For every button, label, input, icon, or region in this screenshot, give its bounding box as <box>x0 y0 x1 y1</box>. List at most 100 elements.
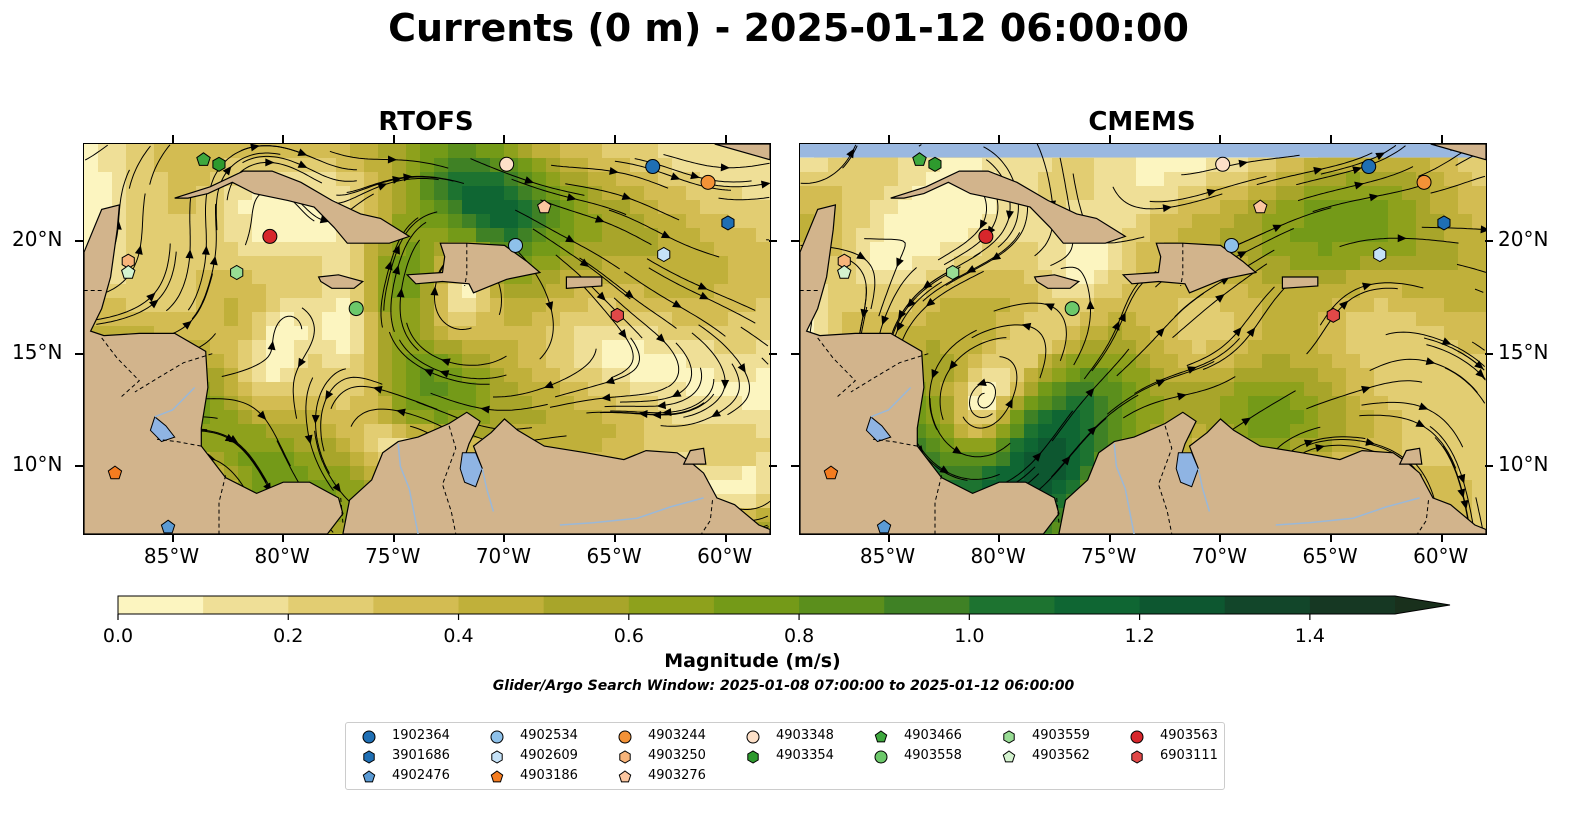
marker-4903562 <box>121 264 136 279</box>
colorbar-segment <box>543 596 630 614</box>
figure-title: Currents (0 m) - 2025-01-12 06:00:00 <box>388 6 1189 50</box>
land <box>800 144 1486 534</box>
legend-marker-hexagon <box>1131 750 1143 764</box>
marker-1902364 <box>1361 159 1377 175</box>
colorbar-tick-label: 1.2 <box>1124 625 1154 647</box>
lon-tick-label: 85°W <box>859 544 916 568</box>
lon-tick-label: 75°W <box>365 544 421 568</box>
lat-tick-mark <box>769 465 777 468</box>
legend-label: 4902609 <box>520 748 578 763</box>
lat-tick-label-right: 15°N <box>1498 339 1549 364</box>
legend-marker-circle <box>1130 730 1144 744</box>
marker-4902476 <box>160 519 176 534</box>
marker-4903186 <box>823 465 839 480</box>
colorbar-tick-label: 0.4 <box>443 625 473 647</box>
country-border <box>934 475 943 534</box>
legend-label: 4903276 <box>648 768 706 783</box>
no-data-band <box>800 144 1486 158</box>
colorbar-label: Magnitude (m/s) <box>664 650 841 672</box>
country-border <box>700 500 713 534</box>
country-border <box>156 438 202 447</box>
lon-tick-mark <box>887 534 890 542</box>
river <box>154 386 196 418</box>
legend-label: 4902534 <box>520 728 578 743</box>
map-panel-cmems <box>799 143 1487 535</box>
lon-tick-mark <box>998 534 1001 542</box>
colorbar-segment <box>1054 596 1141 614</box>
lake <box>865 415 892 443</box>
legend-marker-hexagon <box>747 750 759 764</box>
colorbar-segment <box>884 596 970 614</box>
legend-label: 4903466 <box>904 728 962 743</box>
legend-label: 4903244 <box>648 728 706 743</box>
lon-tick-mark <box>1219 135 1222 143</box>
colorbar-segment <box>373 596 460 614</box>
lon-tick-label: 60°W <box>1413 544 1469 568</box>
legend-marker-circle <box>362 730 376 744</box>
lon-tick-mark <box>1108 135 1111 143</box>
marker-4903466 <box>196 152 211 166</box>
lon-tick-mark <box>1440 135 1443 143</box>
lon-tick-mark <box>614 534 617 542</box>
lon-tick-label: 80°W <box>254 544 310 568</box>
lat-tick-mark <box>791 239 799 242</box>
colorbar-segment <box>1309 596 1396 614</box>
country-border <box>1157 425 1173 534</box>
legend-marker-circle <box>746 730 760 744</box>
marker-4903186 <box>107 465 123 480</box>
river <box>1275 497 1420 526</box>
lat-tick-mark <box>791 465 799 468</box>
marker-4902534 <box>508 237 524 253</box>
country-border <box>872 438 918 447</box>
legend-marker-pentagon <box>490 770 504 783</box>
colorbar-segment <box>1224 596 1311 614</box>
marker-4903244 <box>1416 174 1432 190</box>
lon-tick-mark <box>724 534 727 542</box>
colorbar-tick-label: 0.0 <box>103 625 133 647</box>
legend-marker-pentagon <box>362 770 376 783</box>
lon-tick-mark <box>614 135 617 143</box>
marker-6903111 <box>1326 307 1340 323</box>
panel-title-cmems: CMEMS <box>1088 107 1196 137</box>
float-markers <box>107 152 735 534</box>
river <box>397 443 419 534</box>
colorbar-segment <box>799 596 885 614</box>
country-border <box>464 243 468 287</box>
marker-4903250 <box>837 253 851 269</box>
lon-tick-label: 80°W <box>970 544 1026 568</box>
river <box>1197 468 1211 512</box>
legend-label: 4903559 <box>1032 728 1090 743</box>
lon-tick-label: 85°W <box>143 544 200 568</box>
marker-4903354 <box>212 156 226 172</box>
legend-label: 6903111 <box>1160 748 1218 763</box>
lat-tick-label-left: 20°N <box>12 226 63 251</box>
marker-4903562 <box>837 264 852 279</box>
marker-6903111 <box>610 307 624 323</box>
marker-3901686 <box>1437 215 1451 231</box>
lon-tick-mark <box>282 135 285 143</box>
marker-4903276 <box>537 199 552 214</box>
colorbar-tick-label: 1.0 <box>954 625 984 647</box>
lat-tick-label-left: 15°N <box>12 339 63 364</box>
marker-4903250 <box>121 253 135 269</box>
legend-marker-circle <box>618 730 632 744</box>
lon-tick-label: 70°W <box>1191 544 1248 568</box>
legend-marker-hexagon <box>491 750 503 764</box>
colorbar-extend-arrow <box>1395 596 1450 614</box>
country-border <box>218 475 227 534</box>
legend-label: 3901686 <box>392 748 450 763</box>
lon-tick-mark <box>1330 534 1333 542</box>
legend-label: 4903186 <box>520 768 578 783</box>
river <box>870 386 912 418</box>
colorbar-segment <box>118 596 204 614</box>
lat-tick-mark <box>75 465 83 468</box>
lon-tick-mark <box>724 135 727 143</box>
lon-tick-mark <box>1219 534 1222 542</box>
lon-tick-mark <box>503 135 506 143</box>
lon-tick-mark <box>1440 534 1443 542</box>
marker-4903354 <box>928 156 942 172</box>
marker-4903466 <box>912 152 927 166</box>
legend-label: 1902364 <box>392 728 450 743</box>
current-map-cmems <box>800 144 1486 534</box>
colorbar-segment <box>713 596 800 614</box>
